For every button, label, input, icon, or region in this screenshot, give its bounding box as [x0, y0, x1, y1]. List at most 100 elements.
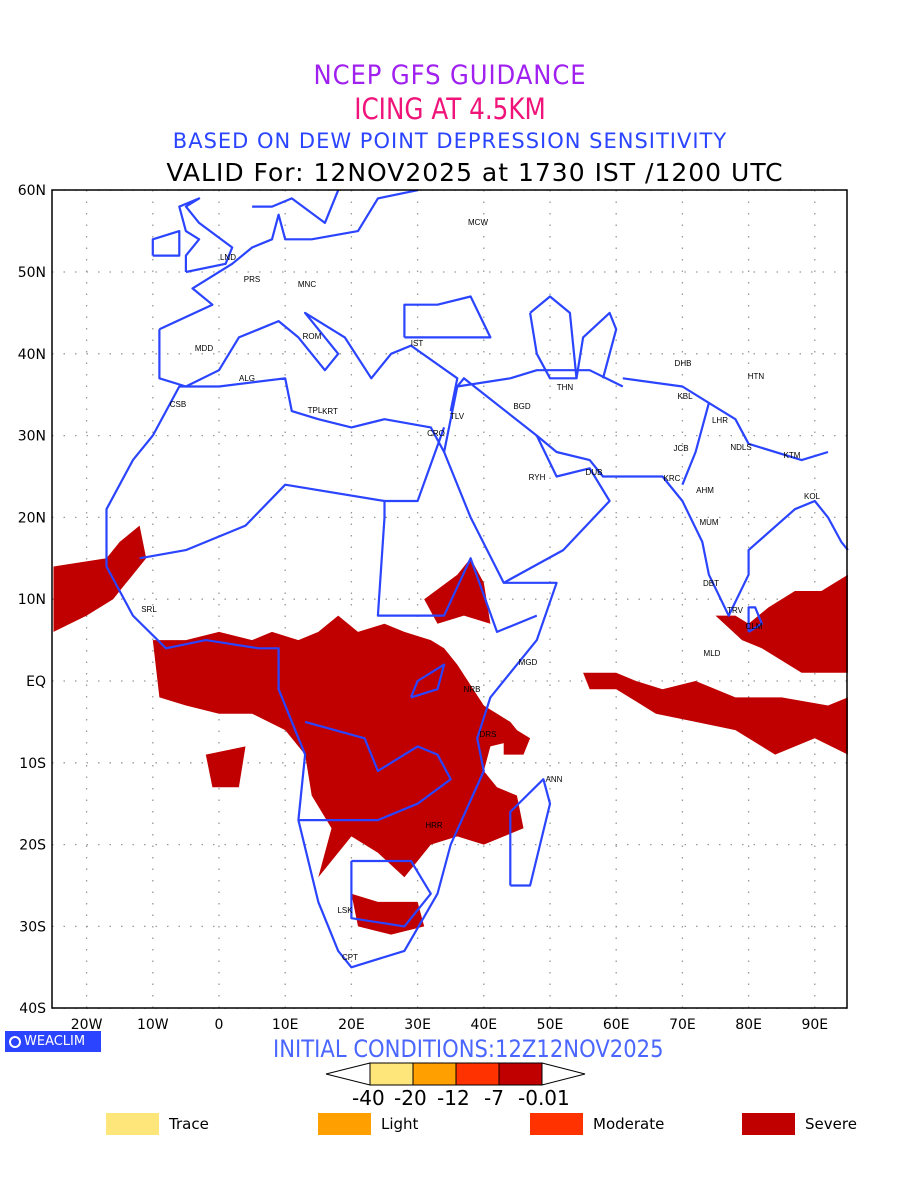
colorbar: [325, 1062, 586, 1086]
city-label-kbl: KBL: [677, 392, 693, 401]
coastline-or-border: [708, 401, 829, 462]
lon-tick-label: 0: [215, 1017, 224, 1033]
city-label-csb: CSB: [170, 400, 186, 409]
lon-tick-label: 20E: [338, 1017, 365, 1033]
colorbar-box-2: [455, 1062, 500, 1086]
valid-time: VALID For: 12NOV2025 at 1730 IST /1200 U…: [166, 158, 784, 187]
colorbar-label: -40: [352, 1086, 385, 1110]
coastline-or-border: [747, 606, 763, 633]
city-label-mld: MLD: [704, 649, 721, 658]
lat-tick-label: 30S: [19, 919, 46, 935]
city-label-dhb: DHB: [675, 359, 692, 368]
coastline-or-border: [376, 427, 538, 634]
lat-tick-label: EQ: [26, 674, 46, 690]
legend-label: Moderate: [593, 1115, 665, 1133]
city-label-rom: ROM: [303, 332, 322, 341]
coastline-or-border: [536, 434, 849, 617]
lat-tick-label: 10S: [19, 756, 46, 772]
legend-swatch: [318, 1113, 371, 1135]
map-frame: [51, 189, 848, 1009]
coastline-or-border: [622, 377, 711, 486]
city-label-krt: KRT: [322, 407, 338, 416]
lat-tick-label: 20S: [19, 838, 46, 854]
city-labels: MCW LND PRS MNC ROM MDD IST ALG CSB TPL KRT TLV CRO B…: [141, 218, 820, 962]
city-label-alg: ALG: [239, 374, 255, 383]
coastline-or-border: [178, 197, 234, 274]
lon-tick-label: 80E: [735, 1017, 762, 1033]
coastline-or-border: [457, 369, 624, 388]
lon-tick-label: 10W: [137, 1017, 169, 1033]
coastline-or-border: [151, 230, 181, 257]
coastline-or-border: [529, 295, 578, 380]
lon-tick-label: 10E: [272, 1017, 299, 1033]
city-label-srl: SRL: [141, 605, 157, 614]
title-line-3: BASED ON DEW POINT DEPRESSION SENSITIVIT…: [172, 129, 728, 153]
colorbar-right-arrow: [541, 1062, 586, 1086]
coastline-or-border: [105, 377, 558, 969]
city-label-lnd: LND: [220, 253, 236, 262]
city-label-lsk: LSK: [337, 906, 353, 915]
city-label-krc: KRC: [664, 474, 681, 483]
city-label-dub: DUB: [586, 468, 603, 477]
severe-icing-area: [424, 558, 491, 624]
lon-tick-label: 50E: [537, 1017, 564, 1033]
severe-icing-area: [583, 672, 848, 755]
severe-icing-area: [152, 615, 524, 878]
city-label-kol: KOL: [804, 492, 821, 501]
colorbar-label: -0.01: [518, 1086, 570, 1110]
city-label-prs: PRS: [244, 275, 260, 284]
city-label-mcw: MCW: [468, 218, 488, 227]
city-label-mdd: MDD: [195, 344, 213, 353]
city-label-ryh: RYH: [529, 473, 546, 482]
city-label-tlv: TLV: [450, 412, 465, 421]
weaclim-logo: WEACLIM: [5, 1031, 101, 1052]
city-label-thn: THN: [557, 383, 574, 392]
city-label-cpt: CPT: [342, 953, 358, 962]
city-label-ndls: NDLS: [730, 443, 751, 452]
city-label-drs: DRS: [480, 730, 497, 739]
city-label-cro: CRO: [427, 429, 445, 438]
city-label-jcb: JCB: [673, 444, 688, 453]
colorbar-box-0: [369, 1062, 414, 1086]
legend-swatch: [742, 1113, 795, 1135]
colorbar-box-3: [498, 1062, 543, 1086]
colorbar-label: -12: [437, 1086, 470, 1110]
coastline-or-border: [443, 377, 611, 584]
city-label-clm: CLM: [746, 622, 763, 631]
map: MCW LND PRS MNC ROM MDD IST ALG CSB TPL KRT TLV CRO B…: [18, 183, 849, 1033]
city-label-tpl: TPL: [308, 406, 323, 415]
coastline-or-border: [139, 483, 385, 560]
lat-tick-label: 40N: [18, 347, 46, 363]
coastline-or-border: [575, 311, 618, 379]
city-label-nrb: NRB: [464, 685, 481, 694]
title-line-1: NCEP GFS GUIDANCE: [313, 60, 587, 91]
coastline-or-border: [298, 720, 452, 822]
logo-circle-icon: [9, 1036, 21, 1048]
city-label-mgd: MGD: [519, 658, 538, 667]
lat-tick-label: 20N: [18, 510, 46, 526]
initial-conditions: INITIAL CONDITIONS:12Z12NOV2025: [273, 1035, 664, 1063]
legend-swatch: [530, 1113, 583, 1135]
city-label-trv: TRV: [727, 606, 744, 615]
lat-tick-label: 50N: [18, 265, 46, 281]
city-label-bgd: BGD: [513, 402, 531, 411]
lat-tick-label: 40S: [19, 1001, 46, 1017]
severe-icing-area: [205, 746, 246, 788]
severe-icing-area: [715, 574, 848, 673]
city-label-ktm: KTM: [784, 451, 801, 460]
coastline-or-border: [409, 663, 446, 699]
city-label-mnc: MNC: [298, 280, 316, 289]
legend-label: Light: [381, 1115, 419, 1133]
lon-tick-label: 40E: [470, 1017, 497, 1033]
colorbar-label: -20: [394, 1086, 427, 1110]
lon-tick-label: 20W: [71, 1017, 103, 1033]
lon-tick-label: 90E: [801, 1017, 828, 1033]
coastline-or-border: [509, 778, 552, 887]
severe-icing-area: [503, 730, 531, 755]
title-line-2: ICING AT 4.5KM: [354, 92, 546, 126]
icing-areas: [53, 525, 848, 935]
coastline-or-border: [158, 189, 418, 331]
city-label-ist: IST: [411, 339, 424, 348]
colorbar-label: -7: [484, 1086, 504, 1110]
